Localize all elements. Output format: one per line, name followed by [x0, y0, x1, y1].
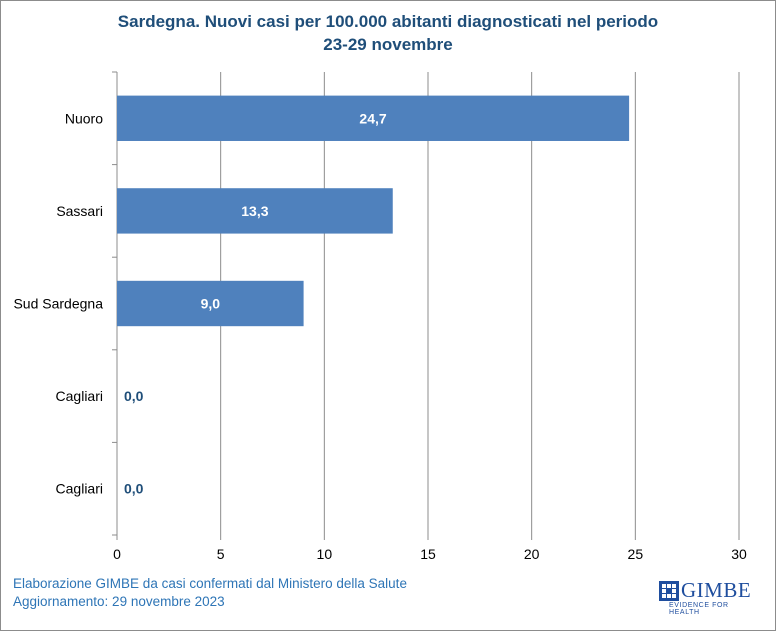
category-label: Sassari	[56, 203, 103, 219]
x-tick-label: 0	[113, 546, 121, 562]
footer-source: Elaborazione GIMBE da casi confermati da…	[13, 576, 407, 591]
data-label: 0,0	[124, 388, 144, 404]
x-tick-label: 25	[628, 546, 644, 562]
data-label: 0,0	[124, 481, 144, 497]
category-label: Cagliari	[56, 481, 103, 497]
chart-subtitle: 23-29 novembre	[323, 35, 453, 54]
data-label: 24,7	[359, 110, 386, 126]
chart-title: Sardegna. Nuovi casi per 100.000 abitant…	[117, 12, 659, 31]
data-label: 13,3	[241, 203, 268, 219]
footer-update: Aggiornamento: 29 novembre 2023	[13, 594, 225, 609]
gimbe-logo: GIMBE EVIDENCE FOR HEALTH	[651, 578, 761, 616]
gimbe-logo-mark-icon	[659, 581, 679, 601]
x-tick-label: 15	[420, 546, 436, 562]
x-tick-label: 30	[731, 546, 747, 562]
category-label: Nuoro	[65, 110, 103, 126]
gimbe-logo-name: GIMBE	[681, 578, 752, 602]
footer: Elaborazione GIMBE da casi confermati da…	[13, 575, 407, 611]
chart-title-block: Sardegna. Nuovi casi per 100.000 abitant…	[0, 10, 776, 56]
gimbe-logo-tagline: EVIDENCE FOR HEALTH	[669, 602, 729, 616]
category-label: Cagliari	[56, 388, 103, 404]
x-tick-label: 5	[217, 546, 225, 562]
bar	[117, 188, 393, 234]
data-label: 9,0	[201, 296, 221, 312]
x-tick-label: 10	[317, 546, 333, 562]
x-tick-label: 20	[524, 546, 540, 562]
category-label: Sud Sardegna	[13, 296, 103, 312]
bar	[117, 280, 304, 327]
bar	[117, 95, 630, 141]
